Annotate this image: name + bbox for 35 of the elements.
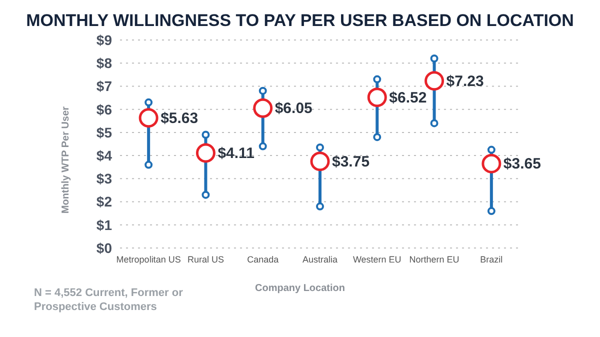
x-tick-label: Rural US bbox=[187, 254, 224, 264]
data-label: $6.05 bbox=[274, 100, 312, 118]
x-axis-title: Company Location bbox=[254, 283, 345, 294]
y-tick-label: $6 bbox=[96, 101, 112, 118]
y-tick-label: $8 bbox=[96, 55, 112, 72]
y-tick-label: $1 bbox=[96, 216, 112, 233]
y-tick-label: $2 bbox=[96, 194, 112, 210]
data-label: $7.23 bbox=[446, 72, 484, 90]
y-tick-label: $0 bbox=[96, 240, 112, 256]
x-tick-label: Australia bbox=[302, 254, 338, 264]
chart-title: MONTHLY WILLINGNESS TO PAY PER USER BASED ON LOCATION bbox=[25, 11, 575, 31]
x-tick-label: Western EU bbox=[352, 254, 402, 264]
point bbox=[253, 98, 273, 118]
x-tick-label: Canada bbox=[247, 254, 279, 264]
point bbox=[310, 152, 330, 172]
point bbox=[138, 108, 158, 128]
data-label: $4.11 bbox=[218, 145, 254, 162]
point bbox=[367, 88, 387, 108]
data-label: $3.65 bbox=[503, 156, 541, 173]
data-label: $3.75 bbox=[332, 153, 370, 170]
y-tick-label: $5 bbox=[96, 124, 112, 140]
y-tick-label: $7 bbox=[96, 78, 112, 94]
y-axis-title: Monthly WTP Per User bbox=[60, 106, 72, 214]
x-tick-label: Metropolitan US bbox=[116, 254, 181, 264]
y-tick-label: $9 bbox=[96, 32, 112, 48]
text: N = 4,552 Current, Former or Prospective Customers bbox=[34, 286, 184, 314]
point bbox=[482, 154, 502, 174]
point bbox=[196, 143, 216, 163]
y-tick-label: $3 bbox=[96, 170, 112, 187]
point bbox=[424, 71, 444, 91]
x-tick-label: Brazil bbox=[480, 254, 503, 264]
y-tick-label: $4 bbox=[96, 148, 112, 164]
data-label: $5.63 bbox=[160, 110, 198, 127]
data-label: $6.52 bbox=[389, 89, 427, 106]
x-tick-label: Northern EU bbox=[409, 254, 460, 264]
